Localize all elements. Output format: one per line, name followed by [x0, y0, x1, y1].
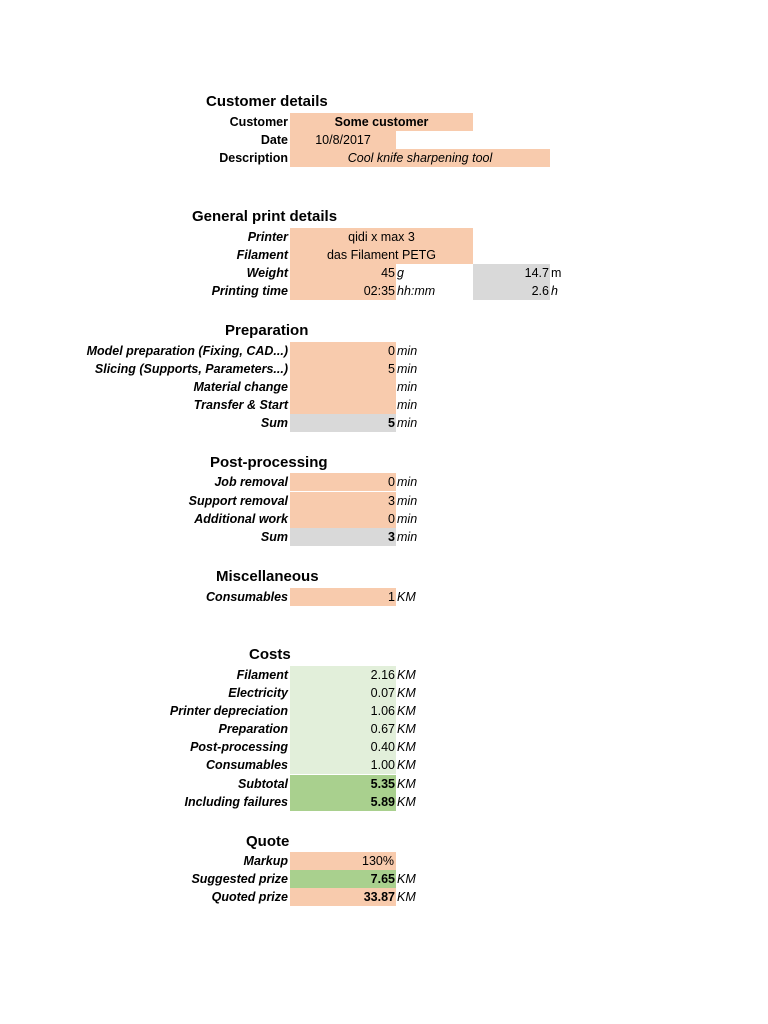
post-processing-heading: Post-processing	[210, 454, 328, 471]
cost-printer-depreciation-value: 1.06	[290, 702, 396, 720]
support-removal-field[interactable]: 3	[290, 492, 396, 510]
cost-preparation-unit: KM	[397, 722, 416, 736]
additional-work-field[interactable]: 0	[290, 510, 396, 528]
suggested-prize-unit: KM	[397, 872, 416, 886]
cost-post-processing-value: 0.40	[290, 738, 396, 756]
markup-label: Markup	[243, 854, 288, 868]
preparation-sum-label: Sum	[260, 416, 288, 430]
support-removal-unit: min	[397, 494, 418, 508]
material-change-field[interactable]	[290, 378, 396, 396]
date-field[interactable]: 10/8/2017	[290, 131, 396, 149]
consumables-label: Consumables	[206, 590, 288, 604]
quoted-prize-label: Quoted prize	[211, 890, 288, 904]
customer-field[interactable]: Some customer	[290, 113, 473, 131]
including-failures-value: 5.89	[290, 793, 396, 811]
material-change-unit: min	[397, 380, 418, 394]
preparation-sum-field: 5	[290, 414, 396, 432]
markup-field[interactable]: 130%	[290, 852, 396, 870]
cost-preparation-label: Preparation	[218, 722, 288, 736]
consumables-unit: KM	[397, 590, 416, 604]
length-unit: m	[551, 266, 562, 280]
cost-consumables-label: Consumables	[206, 758, 288, 772]
quoted-prize-unit: KM	[397, 890, 416, 904]
suggested-prize-label: Suggested prize	[191, 872, 288, 886]
date-label: Date	[260, 133, 288, 147]
cost-filament-value: 2.16	[290, 666, 396, 684]
printing-time-field[interactable]: 02:35	[290, 282, 396, 300]
consumables-field[interactable]: 1	[290, 588, 396, 606]
job-removal-label: Job removal	[214, 475, 288, 489]
printer-label: Printer	[247, 230, 288, 244]
transfer-start-field[interactable]	[290, 396, 396, 414]
cost-printer-depreciation-unit: KM	[397, 704, 416, 718]
filament-label: Filament	[236, 248, 288, 262]
cost-consumables-unit: KM	[397, 758, 416, 772]
printing-time-unit: hh:mm	[397, 284, 436, 298]
printing-time-label: Printing time	[211, 284, 288, 298]
customer-label: Customer	[229, 115, 288, 129]
slicing-field[interactable]: 5	[290, 360, 396, 378]
transfer-start-label: Transfer & Start	[193, 398, 288, 412]
cost-filament-unit: KM	[397, 668, 416, 682]
filament-field[interactable]: das Filament PETG	[290, 246, 473, 264]
customer-details-heading: Customer details	[206, 93, 328, 110]
additional-work-unit: min	[397, 512, 418, 526]
slicing-label: Slicing (Supports, Parameters...)	[94, 362, 288, 376]
job-removal-field[interactable]: 0	[290, 473, 396, 491]
costs-heading: Costs	[249, 646, 291, 663]
including-failures-unit: KM	[397, 795, 416, 809]
additional-work-label: Additional work	[194, 512, 288, 526]
model-preparation-field[interactable]: 0	[290, 342, 396, 360]
description-label: Description	[219, 151, 288, 165]
post-processing-sum-label: Sum	[260, 530, 288, 544]
length-field: 14.7	[473, 264, 550, 282]
subtotal-label: Subtotal	[238, 777, 288, 791]
hours-field: 2.6	[473, 282, 550, 300]
weight-unit: g	[397, 266, 404, 280]
cost-electricity-unit: KM	[397, 686, 416, 700]
slicing-unit: min	[397, 362, 418, 376]
material-change-label: Material change	[193, 380, 288, 394]
preparation-heading: Preparation	[225, 322, 309, 339]
model-preparation-label: Model preparation (Fixing, CAD...)	[86, 344, 288, 358]
cost-post-processing-unit: KM	[397, 740, 416, 754]
model-preparation-unit: min	[397, 344, 418, 358]
suggested-prize-value: 7.65	[290, 870, 396, 888]
description-field[interactable]: Cool knife sharpening tool	[290, 149, 550, 167]
cost-consumables-value: 1.00	[290, 756, 396, 774]
cost-preparation-value: 0.67	[290, 720, 396, 738]
weight-label: Weight	[246, 266, 288, 280]
cost-electricity-value: 0.07	[290, 684, 396, 702]
quoted-prize-field[interactable]: 33.87	[290, 888, 396, 906]
support-removal-label: Support removal	[188, 494, 288, 508]
including-failures-label: Including failures	[184, 795, 289, 809]
post-processing-sum-field: 3	[290, 528, 396, 546]
cost-electricity-label: Electricity	[228, 686, 288, 700]
general-print-details-heading: General print details	[192, 208, 338, 225]
printer-field[interactable]: qidi x max 3	[290, 228, 473, 246]
cost-filament-label: Filament	[236, 668, 288, 682]
subtotal-value: 5.35	[290, 775, 396, 793]
cost-post-processing-label: Post-processing	[190, 740, 288, 754]
quote-heading: Quote	[246, 833, 290, 850]
preparation-sum-unit: min	[397, 416, 418, 430]
transfer-start-unit: min	[397, 398, 418, 412]
cost-printer-depreciation-label: Printer depreciation	[169, 704, 288, 718]
post-processing-sum-unit: min	[397, 530, 418, 544]
job-removal-unit: min	[397, 475, 418, 489]
weight-field[interactable]: 45	[290, 264, 396, 282]
subtotal-unit: KM	[397, 777, 416, 791]
miscellaneous-heading: Miscellaneous	[216, 568, 319, 585]
hours-unit: h	[551, 284, 558, 298]
